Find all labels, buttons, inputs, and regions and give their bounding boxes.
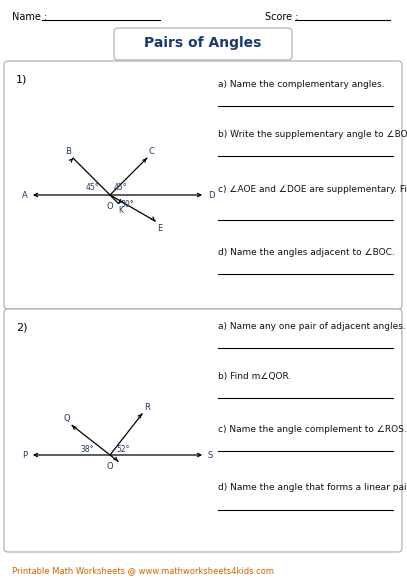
FancyBboxPatch shape	[114, 28, 292, 60]
Text: P: P	[22, 450, 28, 460]
Text: Pairs of Angles: Pairs of Angles	[144, 36, 262, 50]
Text: Printable Math Worksheets @ www.mathworksheets4kids.com: Printable Math Worksheets @ www.mathwork…	[12, 566, 274, 575]
Text: A: A	[22, 191, 28, 199]
Text: 45°: 45°	[86, 183, 100, 192]
Text: 30°: 30°	[120, 200, 133, 209]
Text: D: D	[208, 191, 214, 199]
Text: 45°: 45°	[114, 183, 128, 192]
Text: Score :: Score :	[265, 12, 298, 22]
Text: b) Find m∠QOR.: b) Find m∠QOR.	[218, 372, 291, 381]
Text: K: K	[118, 206, 123, 216]
FancyBboxPatch shape	[4, 61, 402, 309]
Text: Q: Q	[63, 414, 70, 424]
Text: Name :: Name :	[12, 12, 47, 22]
Text: 38°: 38°	[80, 445, 94, 454]
Text: a) Name the complementary angles.: a) Name the complementary angles.	[218, 80, 385, 89]
Text: O: O	[107, 462, 113, 471]
FancyBboxPatch shape	[4, 309, 402, 552]
Text: 2): 2)	[16, 322, 28, 332]
Text: 52°: 52°	[116, 445, 129, 454]
Text: 1): 1)	[16, 75, 27, 85]
Text: d) Name the angles adjacent to ∠BOC.: d) Name the angles adjacent to ∠BOC.	[218, 248, 395, 257]
Text: d) Name the angle that forms a linear pair with ∠POQ.: d) Name the angle that forms a linear pa…	[218, 483, 407, 492]
Text: a) Name any one pair of adjacent angles.: a) Name any one pair of adjacent angles.	[218, 322, 406, 331]
Text: c) Name the angle complement to ∠ROS.: c) Name the angle complement to ∠ROS.	[218, 425, 407, 434]
Text: c) ∠AOE and ∠DOE are supplementary. Find m∠AOE.: c) ∠AOE and ∠DOE are supplementary. Find…	[218, 185, 407, 194]
Text: O: O	[107, 202, 113, 211]
Text: C: C	[149, 147, 155, 156]
Text: E: E	[157, 224, 162, 233]
Text: B: B	[66, 147, 71, 156]
Text: S: S	[208, 450, 213, 460]
Text: b) Write the supplementary angle to ∠BOA.: b) Write the supplementary angle to ∠BOA…	[218, 130, 407, 139]
Text: R: R	[144, 403, 150, 412]
